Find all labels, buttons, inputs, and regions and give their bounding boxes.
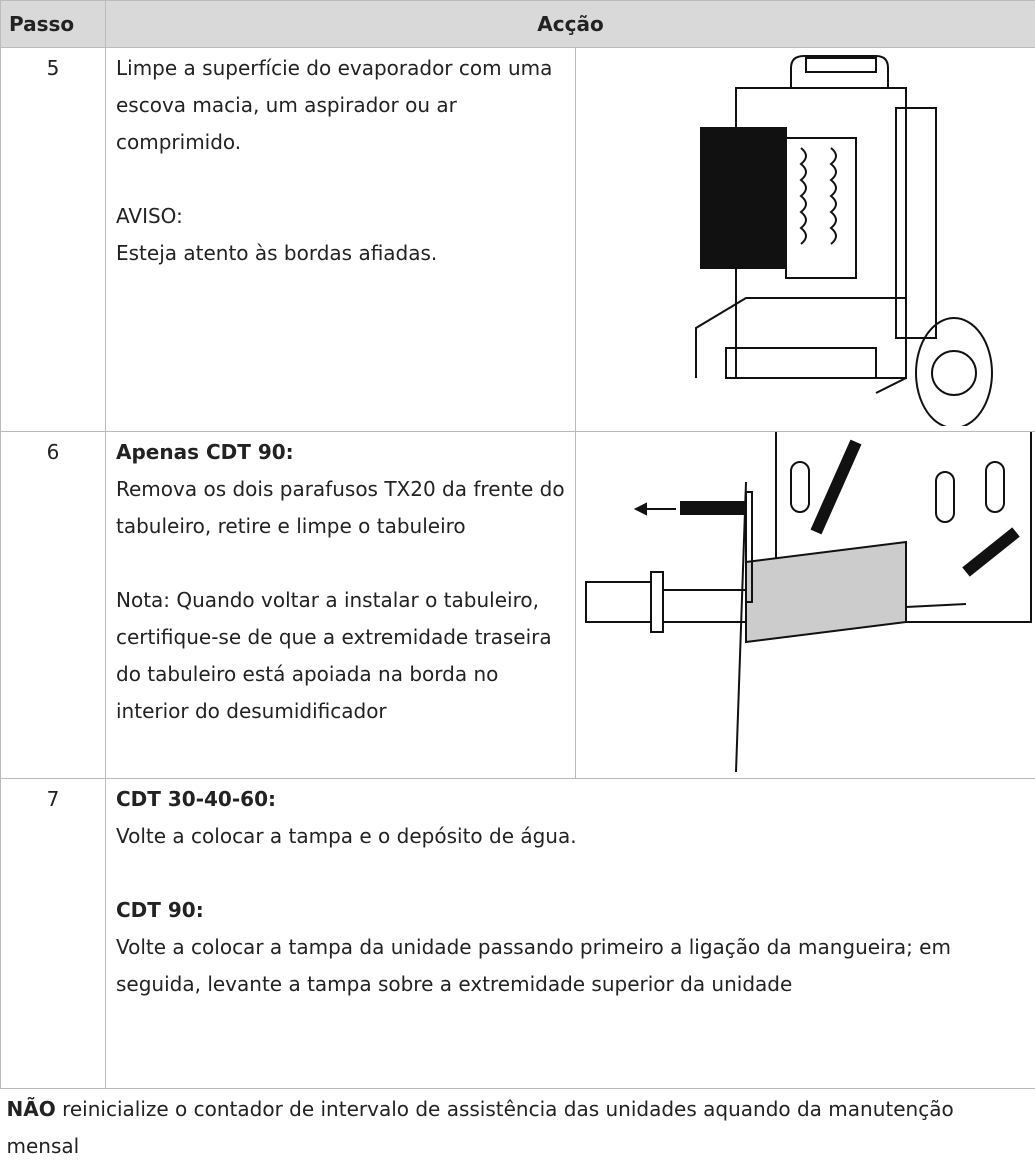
paragraph: Limpe a superfície do evaporador com uma…	[116, 50, 565, 161]
dehumidifier-illustration	[576, 48, 1034, 426]
step-heading: CDT 30-40-60:	[116, 781, 1025, 818]
step-text: CDT 30-40-60:Volte a colocar a tampa e o…	[106, 779, 1035, 1089]
paragraph: AVISO:Esteja atento às bordas afiadas.	[116, 198, 565, 272]
step-line: Limpe a superfície do evaporador com uma…	[116, 50, 565, 161]
page: {"table": { "header": ["Passo", "Acção"]…	[0, 0, 1035, 1135]
step-line: AVISO:	[116, 198, 565, 235]
note: NÃO reinicialize o contador de intervalo…	[1, 1089, 1035, 1167]
header-cell: Passo	[1, 1, 106, 48]
note-text: reinicialize o contador de intervalo de …	[7, 1097, 954, 1158]
header-cell: Acção	[106, 1, 1035, 48]
step-number: 6	[1, 432, 106, 779]
step-line: Volte a colocar a tampa da unidade passa…	[116, 929, 1025, 1003]
tray-illustration	[576, 432, 1034, 773]
step-row: 7 CDT 30-40-60:Volte a colocar a tampa e…	[1, 779, 1035, 1089]
paragraph: Nota: Quando voltar a instalar o tabulei…	[116, 582, 565, 730]
paragraph: Apenas CDT 90:Remova os dois parafusos T…	[116, 434, 565, 545]
step-line: Remova os dois parafusos TX20 da frente …	[116, 471, 565, 545]
step-line: Nota: Quando voltar a instalar o tabulei…	[116, 582, 565, 730]
paragraph: CDT 90:Volte a colocar a tampa da unidad…	[116, 892, 1025, 1003]
step-number: 7	[1, 779, 106, 1089]
paragraph: CDT 30-40-60:Volte a colocar a tampa e o…	[116, 781, 1025, 855]
header-row: Passo Acção	[1, 1, 1035, 48]
image-cell	[576, 48, 1035, 432]
step-line: Esteja atento às bordas afiadas.	[116, 235, 565, 272]
step-heading: Apenas CDT 90:	[116, 434, 565, 471]
step-text: Limpe a superfície do evaporador com uma…	[106, 48, 576, 432]
step-row: 5 Limpe a superfície do evaporador com u…	[1, 48, 1035, 432]
image-cell	[576, 432, 1035, 779]
step-heading: CDT 90:	[116, 892, 1025, 929]
note-emphasis: NÃO	[7, 1097, 56, 1121]
note-row: NÃO reinicialize o contador de intervalo…	[1, 1089, 1035, 1167]
step-text: Apenas CDT 90:Remova os dois parafusos T…	[106, 432, 576, 779]
step-line: Volte a colocar a tampa e o depósito de …	[116, 818, 1025, 855]
step-number: 5	[1, 48, 106, 432]
step-row: 6 Apenas CDT 90:Remova os dois parafusos…	[1, 432, 1035, 779]
